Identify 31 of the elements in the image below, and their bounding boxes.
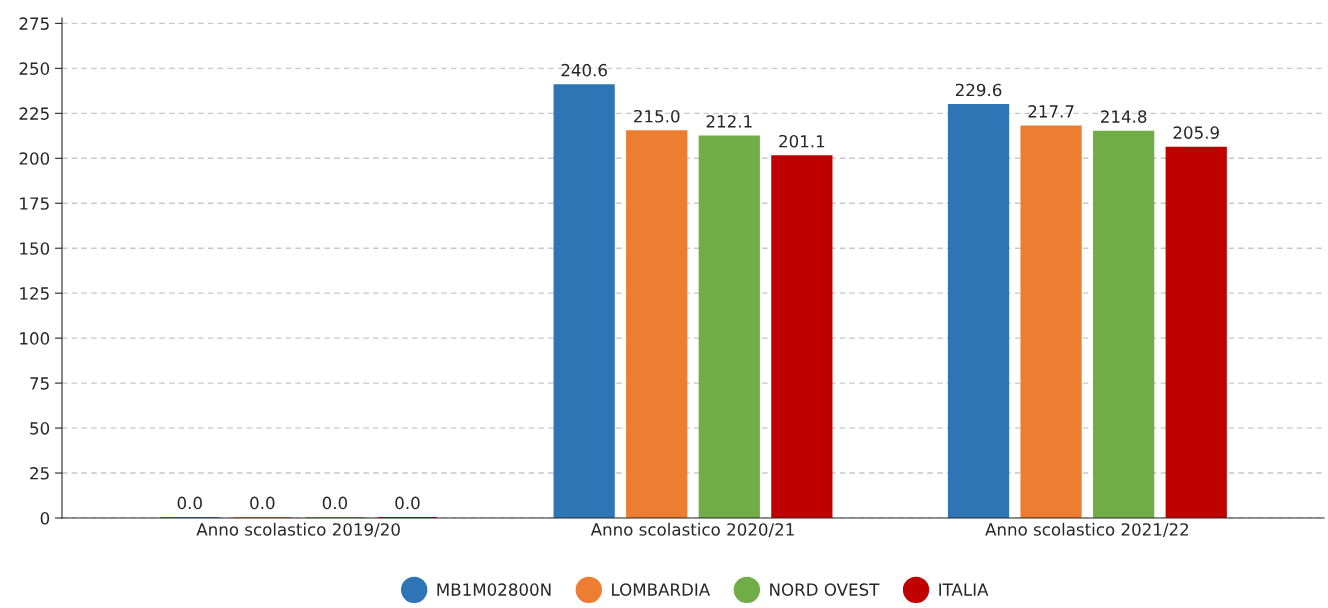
- x-tick-label: Anno scolastico 2021/22: [985, 522, 1189, 538]
- legend-label: NORD OVEST: [770, 583, 880, 596]
- data-label: 0.0: [250, 496, 275, 510]
- data-label: 240.6: [561, 63, 607, 77]
- y-tick-label: 75: [30, 377, 49, 390]
- y-tick-label: 225: [19, 107, 49, 120]
- legend-label: MB1M02800N: [437, 583, 551, 596]
- data-label: 212.1: [706, 115, 752, 128]
- y-tick-label: 25: [30, 467, 49, 480]
- data-label: 217.7: [1028, 105, 1074, 118]
- y-tick-label: 100: [20, 332, 50, 345]
- data-label: 0.0: [322, 496, 348, 510]
- y-tick-label: 125: [20, 287, 49, 300]
- data-label: 229.6: [955, 83, 1002, 97]
- data-label: 214.8: [1101, 110, 1147, 123]
- y-tick-label: 275: [19, 17, 49, 30]
- y-tick-label: 150: [20, 242, 50, 255]
- y-tick-label: 175: [20, 197, 49, 210]
- data-label: 201.1: [779, 134, 825, 148]
- y-tick-label: 200: [19, 152, 50, 165]
- x-tick-label: Anno scolastico 2019/20: [196, 522, 400, 538]
- y-tick-label: 50: [30, 422, 50, 435]
- y-tick-label: 0: [40, 511, 50, 525]
- y-tick-label: 250: [19, 62, 50, 75]
- x-tick-label: Anno scolastico 2020/21: [590, 522, 794, 538]
- data-label: 215.0: [634, 109, 680, 123]
- data-label: 205.9: [1173, 126, 1219, 139]
- legend-label: ITALIA: [939, 583, 989, 596]
- data-label: 0.0: [395, 496, 420, 510]
- legend-label: LOMBARDIA: [612, 583, 711, 596]
- data-label: 0.0: [177, 496, 202, 510]
